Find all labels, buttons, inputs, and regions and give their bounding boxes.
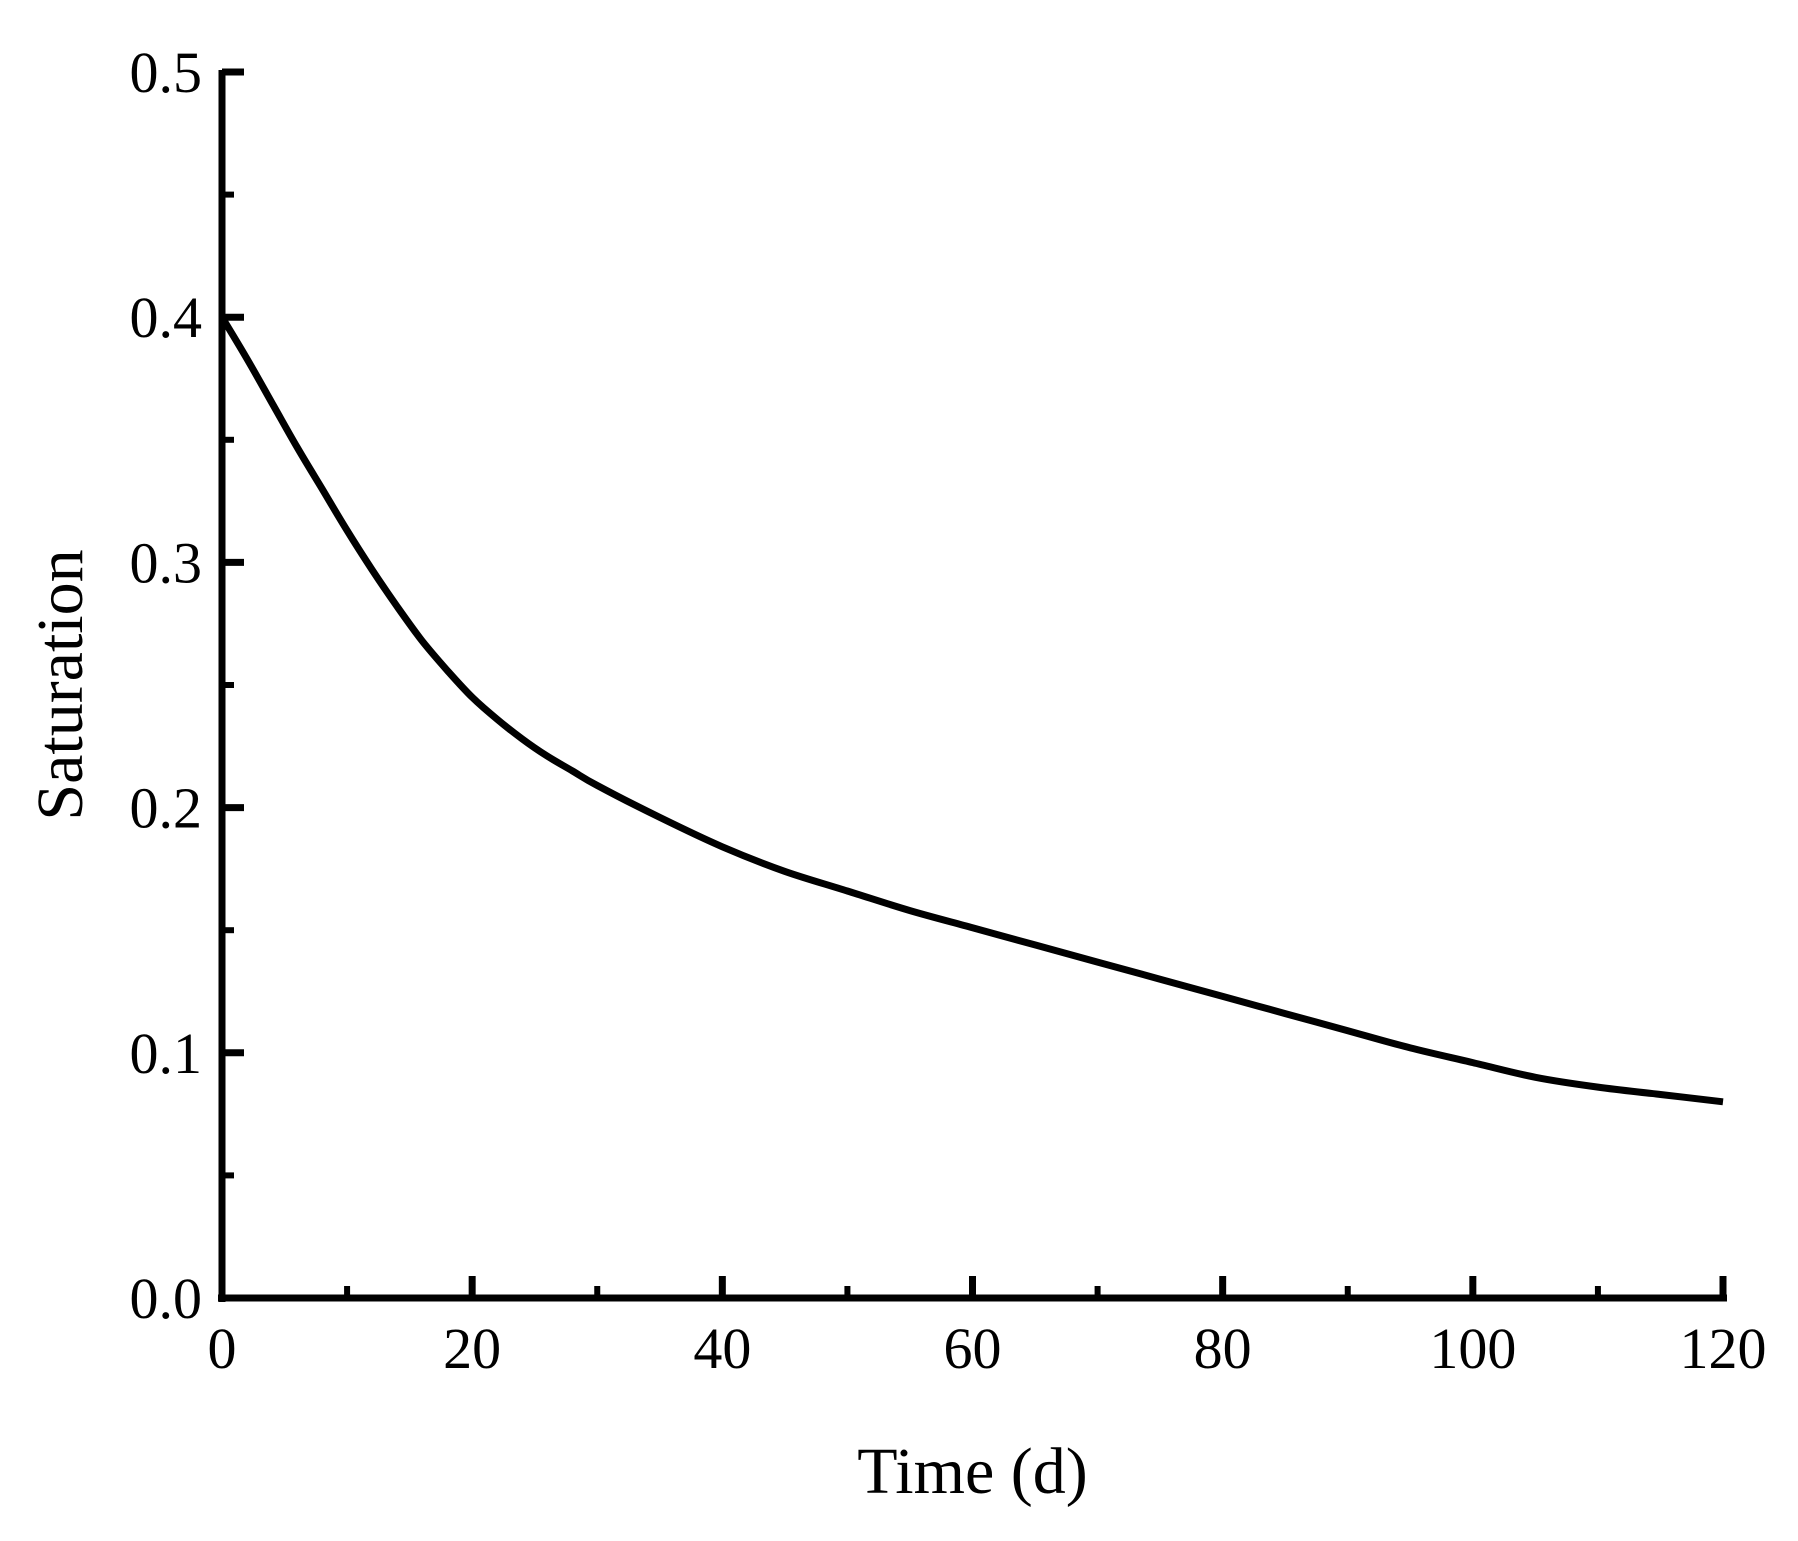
y-tick-label: 0.0: [130, 1266, 203, 1331]
axes: [218, 70, 1727, 1302]
tick-labels: 0 20 40 60 80 100 120 0.0 0.1 0.2 0.3 0.4 0.5: [130, 40, 1767, 1381]
ticks: [218, 68, 1727, 1302]
x-tick-label: 40: [693, 1316, 751, 1381]
series: [219, 315, 1724, 1106]
x-tick-label: 0: [208, 1316, 237, 1381]
y-tick-label: 0.3: [130, 530, 203, 595]
x-tick-label: 120: [1680, 1316, 1767, 1381]
saturation-line: [219, 315, 1724, 1106]
x-tick-label: 100: [1429, 1316, 1516, 1381]
x-tick-label: 80: [1194, 1316, 1252, 1381]
y-tick-label: 0.4: [130, 285, 203, 350]
y-tick-label: 0.5: [130, 40, 203, 105]
x-tick-label: 60: [944, 1316, 1002, 1381]
y-tick-label: 0.2: [130, 776, 203, 841]
x-tick-label: 20: [443, 1316, 501, 1381]
y-axis-title: Saturation: [24, 549, 97, 820]
y-tick-label: 0.1: [130, 1021, 203, 1086]
x-axis-title: Time (d): [857, 1435, 1087, 1508]
